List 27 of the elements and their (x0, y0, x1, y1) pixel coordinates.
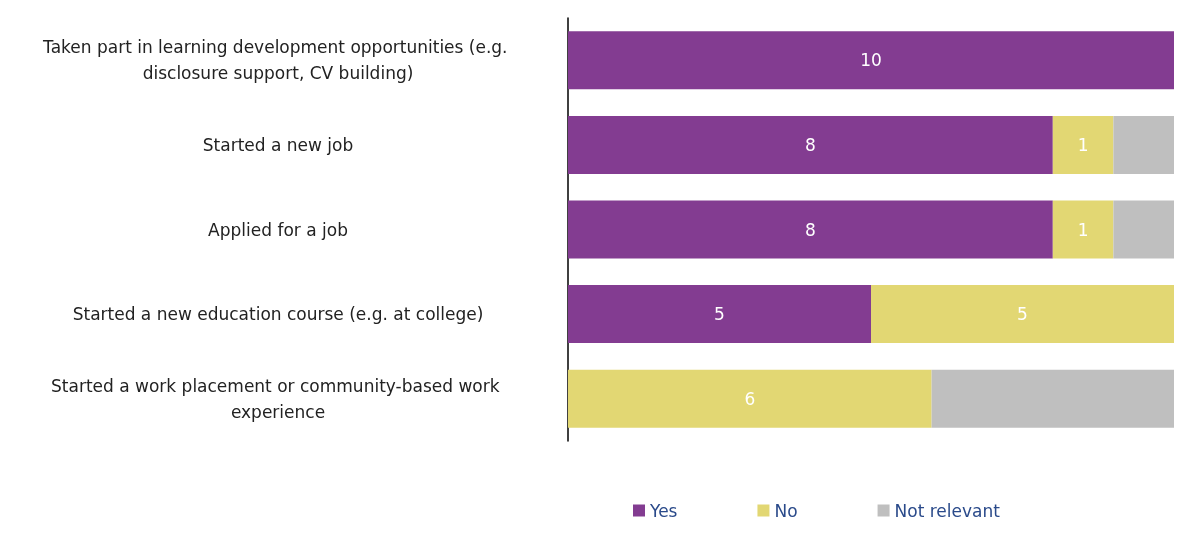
data-label: 8 (804, 219, 816, 240)
bar (871, 285, 1174, 344)
data-label: 6 (744, 388, 756, 409)
bar (1052, 115, 1114, 174)
data-label: 10 (860, 50, 882, 71)
data-label: 5 (1017, 304, 1028, 325)
bar (568, 369, 932, 428)
bar (568, 200, 1053, 259)
bar (1113, 115, 1174, 174)
bar (931, 369, 1174, 428)
y-tick-label: Applied for a job (208, 219, 348, 240)
bar (1113, 200, 1174, 259)
legend-label: Yes (649, 500, 678, 521)
legend-label: No (774, 500, 798, 521)
bar (568, 31, 1174, 90)
data-label: 1 (1077, 219, 1089, 240)
y-tick-label: Started a new education course (e.g. at college) (72, 304, 484, 325)
bar (1052, 200, 1114, 259)
bar (568, 115, 1053, 174)
data-label: 8 (804, 134, 816, 155)
y-tick-label: Started a new job (202, 134, 354, 155)
data-label: 5 (714, 304, 725, 325)
y-tick-label: Started a work placement or community-based work experience (51, 375, 505, 422)
bar (568, 285, 871, 344)
y-tick-label: Taken part in learning development opportunities (e.g. disclosure support, CV building) (42, 37, 513, 84)
data-label: 1 (1077, 134, 1089, 155)
legend-label: Not relevant (894, 500, 1001, 521)
